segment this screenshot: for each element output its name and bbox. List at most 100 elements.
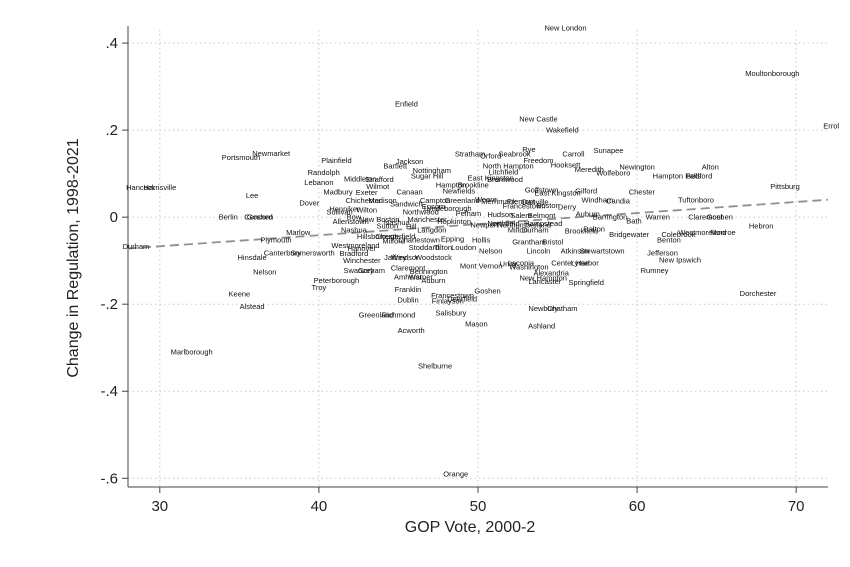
point-label: Tuftonboro (678, 196, 714, 205)
point-label: Salisbury (436, 308, 467, 317)
point-label: Derry (558, 203, 577, 212)
point-label: Middleton (344, 174, 377, 183)
point-label: Northumberland (497, 220, 551, 229)
point-label: Claremont (391, 264, 427, 273)
point-label: East Kingston (468, 173, 514, 182)
fit-line-group (127, 198, 829, 250)
x-tick-label: 40 (311, 498, 328, 515)
point-label: Randolph (308, 168, 340, 177)
point-label: Bradford (340, 249, 369, 258)
y-tick-label: -.4 (100, 383, 118, 400)
y-tick-label: .2 (105, 122, 118, 139)
point-label: Plymouth (260, 235, 291, 244)
point-label: Chesterfield (375, 232, 415, 241)
point-label: Orange (443, 469, 468, 478)
y-tick-label: -.2 (100, 296, 118, 313)
point-label: Amherst (394, 272, 423, 281)
point-label: Chester (629, 187, 656, 196)
point-label: Berlin (219, 213, 238, 222)
point-label: Windham (581, 196, 613, 205)
point-label: Warren (646, 213, 670, 222)
point-label: Francestown (503, 201, 546, 210)
point-label: Loudon (451, 243, 476, 252)
point-label: Portsmouth (222, 153, 260, 162)
point-label: Winchester (343, 256, 381, 265)
point-label: Hampstead (524, 219, 562, 228)
point-label: Hooksett (551, 160, 582, 169)
point-label: Dublin (397, 295, 418, 304)
point-label: Grantham (512, 237, 545, 246)
point-label: Alton (702, 163, 719, 172)
point-label: Exeter (356, 188, 378, 197)
point-label: Newington (619, 163, 654, 172)
point-label: Windsor (391, 253, 419, 262)
point-label: Wilmot (366, 182, 390, 191)
point-label: Pelham (456, 209, 481, 218)
point-label: Merrimack (481, 197, 516, 206)
point-label: Sandwich (390, 200, 423, 209)
point-label: Unity (500, 260, 517, 269)
point-label: Seabrook (499, 150, 531, 159)
point-label: Bedford (686, 172, 712, 181)
point-label: Northwood (403, 207, 439, 216)
point-label: Hebron (749, 221, 774, 230)
point-label: Lee (246, 191, 259, 200)
point-label: Troy (312, 283, 327, 292)
point-label: Allenstown (333, 217, 369, 226)
point-label: Lyme (571, 258, 589, 267)
point-label: Rye (522, 145, 535, 154)
point-label: Hancock (126, 183, 155, 192)
point-label: Hopkinton (437, 217, 471, 226)
point-label: Mason (465, 319, 488, 328)
point-label: Francestown (431, 291, 474, 300)
point-label: Campton (420, 196, 450, 205)
point-label: Dalton (583, 224, 605, 233)
point-label: Canaan (396, 187, 422, 196)
point-label: Nottingham (413, 166, 451, 175)
point-label: Candia (606, 197, 631, 206)
point-label: Durham (522, 226, 549, 235)
point-label: Madbury (323, 187, 352, 196)
point-label: Alstead (240, 302, 265, 311)
point-label: Hampton (436, 180, 466, 189)
point-label: Nelson (253, 267, 276, 276)
point-label: Deerfield (447, 294, 477, 303)
y-axis-ticks: -.6 -.4 -.2 0 .2 .4 (100, 35, 128, 487)
x-axis-title: GOP Vote, 2000-2 (405, 519, 536, 536)
point-label: Madison (368, 196, 396, 205)
point-label: East Kingston (534, 189, 580, 198)
point-label: Danville (522, 197, 549, 206)
point-label: Freedom (523, 156, 553, 165)
point-label: New Hampton (519, 274, 567, 283)
point-label: Acworth (398, 326, 425, 335)
y-tick-label: 0 (110, 209, 118, 226)
point-label: Boston (536, 201, 559, 210)
x-axis-ticks: 30 40 50 60 70 (151, 487, 805, 515)
point-label: Lyndeborough (424, 204, 472, 213)
point-label: Center Harbor (551, 258, 599, 267)
point-label: Laconia (508, 258, 535, 267)
point-label: Rumney (641, 266, 669, 275)
point-label: Gorham (358, 266, 385, 275)
point-label: Woodstock (415, 253, 452, 262)
point-label: Brookfield (565, 227, 598, 236)
point-label: Marlow (286, 228, 311, 237)
point-label: Warner (409, 272, 434, 281)
point-label: Peterborough (314, 276, 359, 285)
point-label: Milford (382, 237, 405, 246)
point-label: Shelburne (418, 362, 452, 371)
point-label: Litchfield (489, 167, 519, 176)
point-label: Swanzey (343, 266, 374, 275)
point-label: Franklin (395, 285, 422, 294)
point-label: Marlborough (171, 348, 213, 357)
point-label: Sunapee (593, 146, 623, 155)
point-label: Claremont (688, 213, 724, 222)
point-label: Brookline (458, 180, 489, 189)
point-label: Carroll (562, 150, 584, 159)
point-label: Hanover (348, 244, 377, 253)
point-label: Milton (508, 226, 528, 235)
point-label: Chichester (346, 196, 382, 205)
point-label: Manchester (407, 215, 447, 224)
point-label: New London (544, 23, 586, 32)
